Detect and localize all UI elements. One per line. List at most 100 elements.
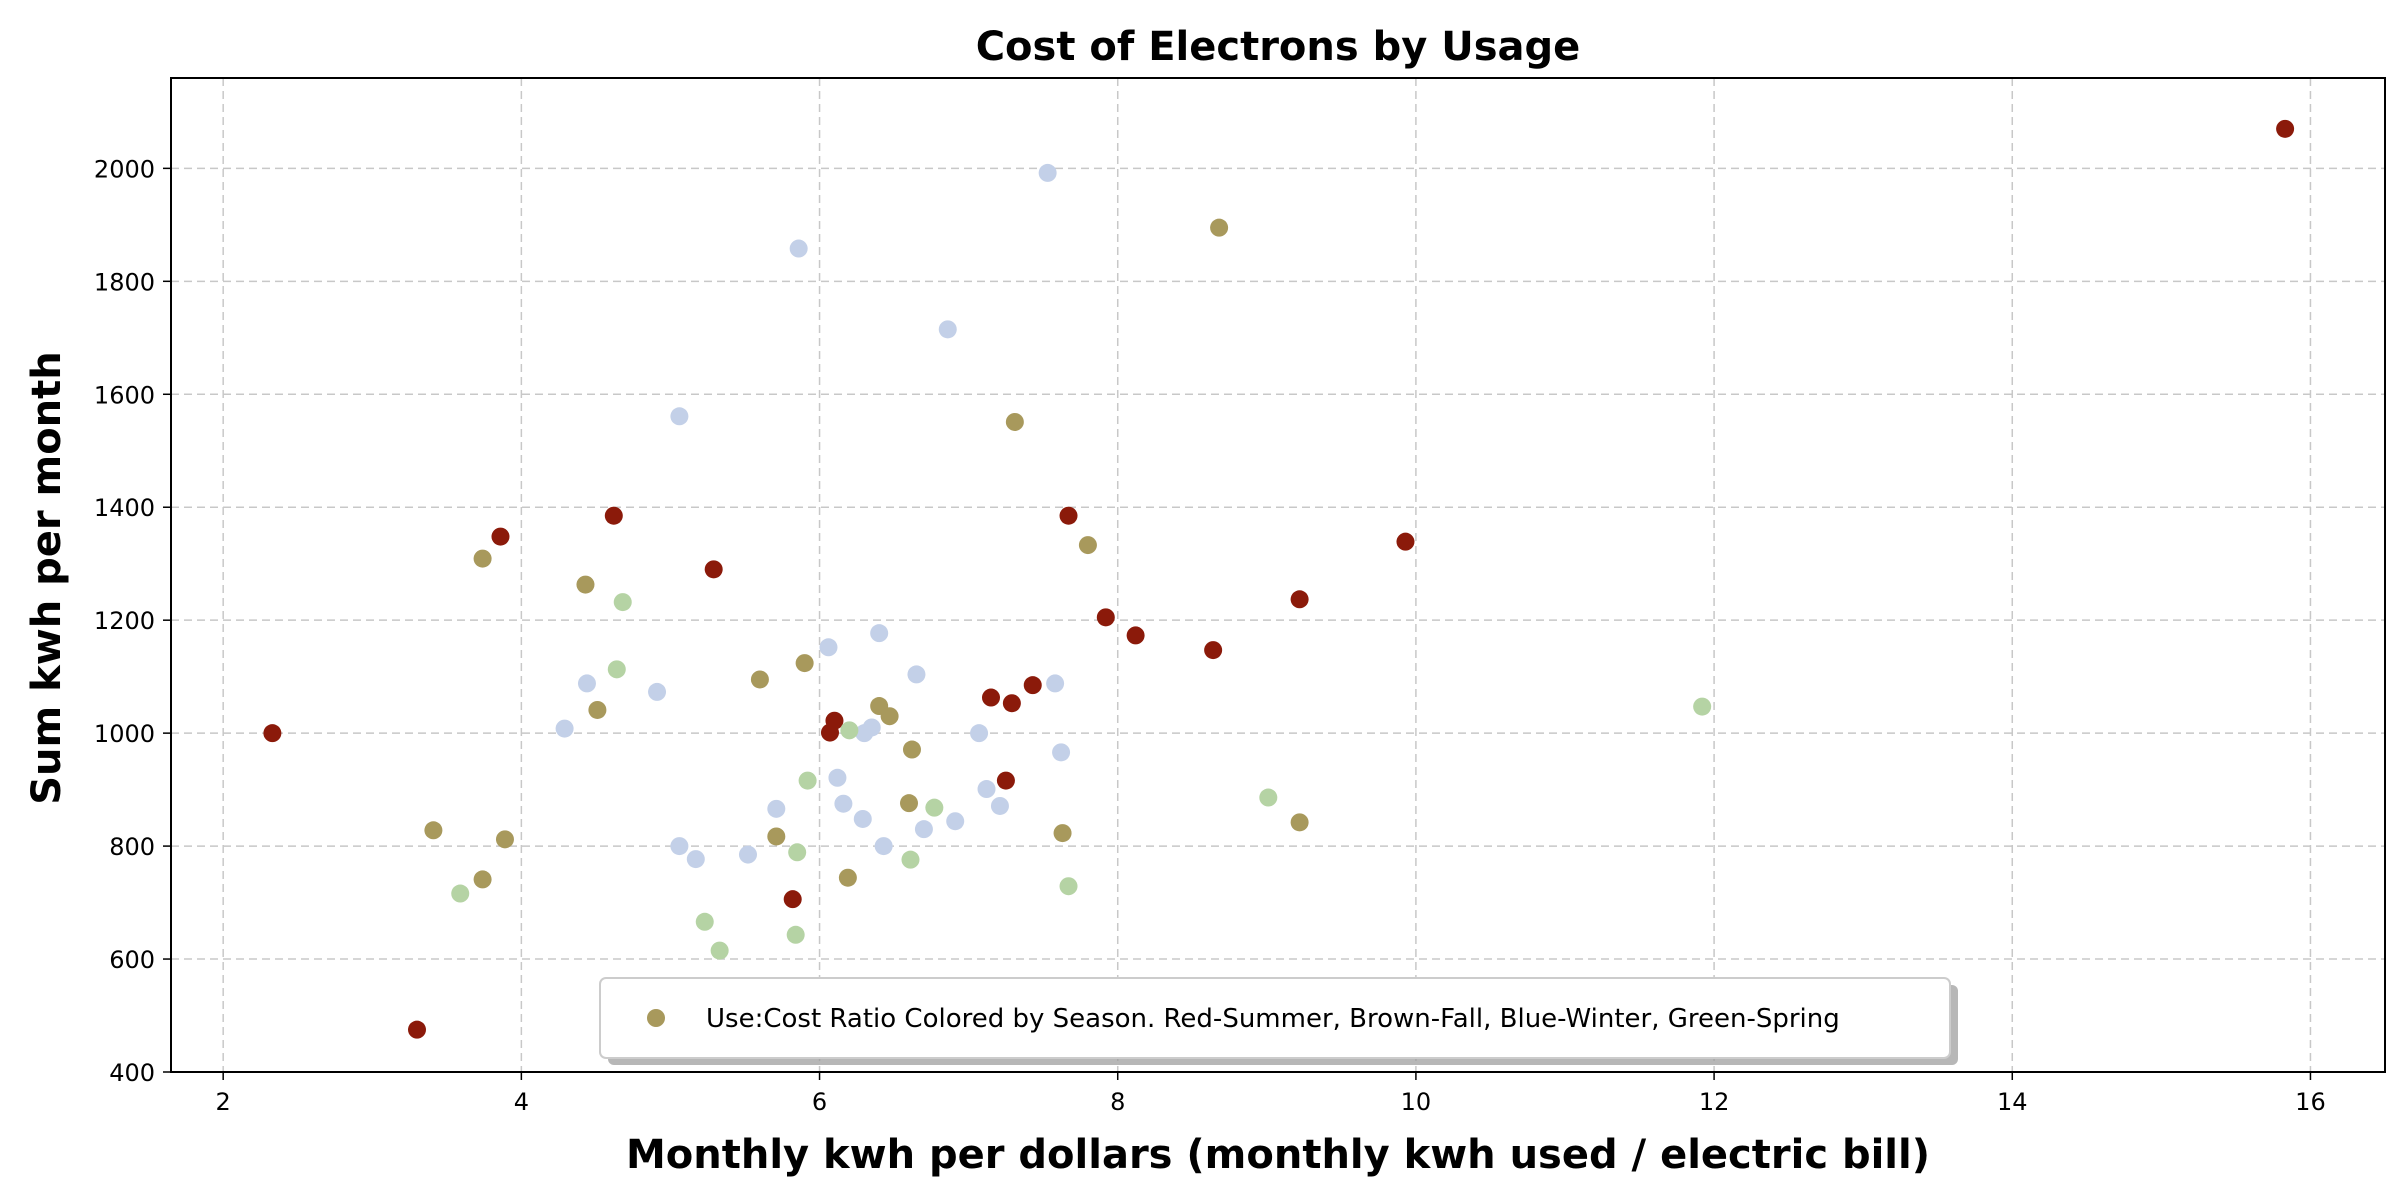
- data-point-winter: [914, 820, 933, 839]
- data-point-fall: [576, 575, 595, 594]
- data-points: [263, 119, 2295, 1039]
- y-tick-label: 1200: [94, 607, 155, 635]
- data-point-spring: [1693, 697, 1712, 716]
- data-point-summer: [1126, 626, 1145, 645]
- data-point-fall: [900, 794, 918, 813]
- x-tick-label: 6: [812, 1088, 827, 1116]
- data-point-summer: [491, 527, 510, 546]
- data-point-fall: [473, 549, 492, 568]
- legend-marker: [647, 1009, 665, 1027]
- data-point-fall: [1053, 824, 1072, 843]
- data-point-fall: [1290, 813, 1309, 832]
- data-point-spring: [901, 850, 920, 869]
- data-point-fall: [424, 821, 443, 840]
- data-point-summer: [604, 506, 623, 525]
- data-point-fall: [795, 654, 814, 673]
- x-axis-label: Monthly kwh per dollars (monthly kwh use…: [626, 1132, 1930, 1178]
- data-point-winter: [767, 799, 786, 818]
- data-point-summer: [1290, 590, 1309, 609]
- data-point-winter: [946, 812, 965, 831]
- data-point-winter: [1052, 743, 1071, 762]
- data-point-winter: [648, 682, 667, 701]
- data-point-fall: [750, 670, 769, 689]
- data-point-spring: [695, 912, 714, 931]
- data-point-summer: [996, 771, 1015, 790]
- grid-lines: [171, 78, 2385, 1073]
- data-point-winter: [938, 320, 957, 339]
- data-point-summer: [1059, 506, 1078, 525]
- data-point-summer: [263, 724, 282, 743]
- data-point-spring: [710, 941, 729, 960]
- data-point-winter: [990, 796, 1009, 815]
- data-point-winter: [819, 638, 838, 657]
- data-point-winter: [834, 794, 853, 813]
- data-point-winter: [670, 407, 689, 426]
- data-point-summer: [2276, 119, 2295, 138]
- x-tick-label: 16: [2295, 1088, 2326, 1116]
- data-point-fall: [1210, 218, 1229, 237]
- data-point-winter: [738, 845, 757, 864]
- data-point-spring: [1059, 877, 1078, 896]
- data-point-winter: [577, 674, 596, 693]
- data-point-fall: [902, 740, 921, 759]
- data-point-winter: [686, 850, 705, 869]
- legend-box: [599, 977, 1951, 1059]
- data-point-winter: [1046, 674, 1065, 693]
- data-point-summer: [408, 1020, 426, 1039]
- x-tick-label: 8: [1110, 1088, 1125, 1116]
- data-point-winter: [670, 837, 689, 856]
- data-point-spring: [786, 925, 805, 944]
- data-point-spring: [788, 843, 807, 862]
- y-tick-label: 600: [109, 946, 155, 974]
- data-point-winter: [870, 624, 889, 643]
- axis-ticks: 2 4 6 8 10 12 14 16 400 600 800 1000 1200 1400 1600 180…: [94, 155, 2326, 1116]
- data-point-fall: [473, 870, 492, 889]
- data-point-winter: [853, 809, 872, 828]
- data-point-winter: [977, 780, 996, 799]
- y-tick-label: 1000: [94, 720, 155, 748]
- data-point-summer: [1023, 676, 1042, 695]
- data-point-summer: [783, 890, 802, 909]
- data-point-summer: [1204, 641, 1223, 660]
- y-axis-label: Sum kwh per month: [24, 351, 70, 805]
- y-tick-label: 2000: [94, 155, 155, 183]
- data-point-spring: [925, 798, 944, 817]
- y-tick-label: 1600: [94, 381, 155, 409]
- chart-title: Cost of Electrons by Usage: [976, 24, 1581, 70]
- x-tick-label: 4: [514, 1088, 529, 1116]
- data-point-fall: [495, 830, 514, 849]
- data-point-summer: [1396, 532, 1415, 551]
- data-point-spring: [613, 593, 632, 612]
- legend: Use:Cost Ratio Colored by Season. Red-Su…: [599, 977, 1958, 1065]
- data-point-winter: [789, 239, 808, 258]
- data-point-winter: [828, 768, 847, 787]
- x-tick-label: 12: [1699, 1088, 1730, 1116]
- plot-frame: [170, 77, 2386, 1073]
- data-point-summer: [704, 560, 723, 579]
- data-point-spring: [607, 660, 626, 679]
- data-point-winter: [907, 665, 926, 684]
- x-tick-label: 2: [216, 1088, 231, 1116]
- y-tick-label: 800: [109, 833, 155, 861]
- data-point-spring: [451, 884, 470, 903]
- data-point-fall: [838, 868, 857, 887]
- data-point-fall: [1078, 536, 1097, 555]
- legend-label: Use:Cost Ratio Colored by Season. Red-Su…: [706, 1004, 1840, 1034]
- data-point-fall: [880, 707, 899, 726]
- data-point-summer: [982, 688, 1000, 707]
- y-tick-label: 1400: [94, 494, 155, 522]
- data-point-winter: [555, 719, 574, 738]
- data-point-summer: [825, 711, 844, 730]
- data-point-spring: [798, 771, 817, 790]
- data-point-winter: [1038, 163, 1057, 182]
- data-point-winter: [874, 837, 893, 856]
- data-point-spring: [1259, 788, 1278, 807]
- data-point-winter: [862, 718, 881, 737]
- data-point-fall: [767, 827, 786, 846]
- x-tick-label: 10: [1401, 1088, 1432, 1116]
- y-tick-label: 1800: [94, 268, 155, 296]
- data-point-fall: [1005, 412, 1024, 431]
- data-point-winter: [970, 724, 989, 743]
